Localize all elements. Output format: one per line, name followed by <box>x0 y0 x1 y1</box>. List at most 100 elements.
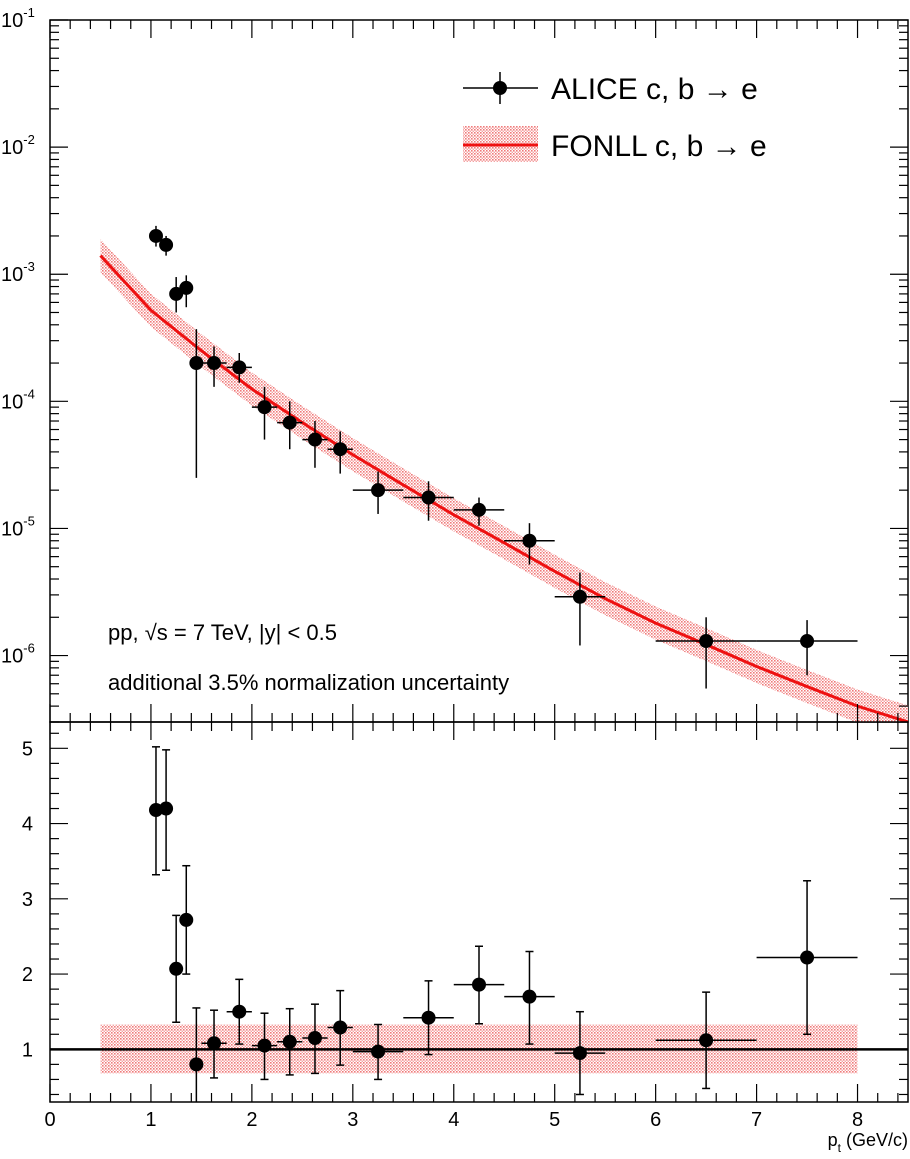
x-tick-label: 7 <box>751 1109 762 1131</box>
data-marker <box>179 912 194 927</box>
x-axis-label: pt (GeV/c) <box>828 1130 908 1154</box>
ratio-data-points <box>148 746 858 1102</box>
spectrum-data-point <box>251 386 278 440</box>
ratio-data-point <box>504 950 555 1045</box>
ratio-data-point <box>655 991 757 1090</box>
x-tick-label: 1 <box>145 1109 156 1131</box>
spectrum-data-point <box>554 572 606 646</box>
ratio-data-point <box>302 1003 328 1075</box>
legend-model-label: FONLL c, b → e <box>551 130 767 163</box>
data-marker <box>189 356 204 371</box>
legend-data-marker <box>463 72 538 104</box>
spectrum-plot-frame <box>49 19 909 723</box>
ratio-data-point <box>756 880 858 1036</box>
data-marker <box>421 490 436 505</box>
y-tick-label: 10-5 <box>1 513 35 540</box>
spectrum-data-point <box>201 346 227 387</box>
collision-system-label: pp, √s = 7 TeV, |y| < 0.5 <box>108 620 337 645</box>
ratio-data-point <box>277 1007 303 1076</box>
fonll-central-line <box>99 254 908 722</box>
x-tick-label: 8 <box>852 1109 863 1131</box>
ratio-data-point <box>453 945 505 1025</box>
ratio-data-point <box>169 914 184 1023</box>
data-marker <box>282 415 297 430</box>
spectrum-axes: 10-1 10-2 10-3 10-4 10-5 10-6 <box>1 5 908 723</box>
fonll-uncertainty-band <box>100 239 908 722</box>
ratio-data-point <box>159 749 174 871</box>
data-marker <box>800 950 815 965</box>
spectrum-data-point <box>756 620 858 676</box>
data-marker <box>148 228 163 243</box>
y-tick-label: 10-4 <box>1 386 35 413</box>
data-marker <box>169 961 184 976</box>
data-marker <box>307 432 322 447</box>
ratio-plot-frame <box>49 721 909 1103</box>
spectrum-data-point <box>403 481 454 521</box>
data-marker <box>189 1057 204 1072</box>
legend-model-marker <box>463 126 538 162</box>
data-marker <box>522 533 537 548</box>
ratio-axes: 1 2 3 4 5 0 1 2 3 4 5 6 7 8pt (GeV/c) <box>22 722 908 1155</box>
ratio-data-point <box>554 1010 606 1096</box>
spectrum-data-point <box>327 431 353 474</box>
x-tick-label: 5 <box>549 1109 560 1131</box>
data-marker <box>207 1036 222 1051</box>
data-marker <box>333 442 348 457</box>
ratio-data-point <box>403 980 454 1056</box>
data-marker <box>257 1038 272 1053</box>
data-marker <box>472 502 486 517</box>
alice-data-points <box>148 225 858 689</box>
data-marker <box>572 1046 587 1061</box>
data-marker <box>421 1010 436 1025</box>
spectrum-data-point <box>169 277 184 313</box>
data-marker <box>282 1034 297 1049</box>
spectrum-data-point <box>655 617 757 689</box>
fonll-band-area <box>100 239 908 722</box>
fonll-curve <box>99 254 908 722</box>
data-marker <box>472 977 486 992</box>
y-tick-label: 3 <box>22 889 33 911</box>
data-marker <box>371 483 386 498</box>
spectrum-data-point <box>159 235 174 256</box>
legend: ALICE c, b → e FONLL c, b → e <box>463 72 767 163</box>
data-marker <box>159 237 174 252</box>
spectrum-data-point <box>189 329 204 478</box>
data-marker <box>232 1004 247 1019</box>
x-tick-label: 0 <box>44 1109 55 1131</box>
spectrum-data-point <box>179 275 194 308</box>
spectrum-data-point <box>226 352 252 383</box>
data-marker <box>169 286 184 301</box>
spectrum-data-point <box>504 523 555 565</box>
spectrum-data-point <box>453 497 505 526</box>
data-marker <box>699 1033 714 1048</box>
y-tick-label: 2 <box>22 964 33 986</box>
legend-data-label: ALICE c, b → e <box>551 73 758 106</box>
y-tick-label: 10-2 <box>1 132 35 159</box>
data-marker <box>232 360 247 375</box>
data-marker <box>159 801 174 816</box>
ratio-data-point <box>201 1009 227 1079</box>
spectrum-data-point <box>302 421 328 468</box>
data-marker <box>800 634 815 649</box>
ratio-data-point <box>251 1012 278 1081</box>
spectrum-panel: 10-1 10-2 10-3 10-4 10-5 10-6 <box>1 5 909 723</box>
data-marker <box>207 356 222 371</box>
spectrum-data-point <box>148 225 163 247</box>
x-tick-label: 4 <box>448 1109 459 1131</box>
x-tick-label: 3 <box>347 1109 358 1131</box>
y-tick-label: 5 <box>22 738 33 760</box>
y-tick-label: 10-1 <box>1 5 35 32</box>
data-marker <box>572 589 587 604</box>
x-tick-label: 6 <box>650 1109 661 1131</box>
ratio-data-point <box>179 864 194 975</box>
x-tick-label: 2 <box>246 1109 257 1131</box>
y-tick-label: 10-3 <box>1 259 35 286</box>
normalization-note: additional 3.5% normalization uncertaint… <box>108 670 509 695</box>
ratio-data-point <box>352 1023 404 1081</box>
ratio-data-point <box>327 989 353 1066</box>
spectrum-data-point <box>277 401 303 450</box>
data-marker <box>333 1020 348 1035</box>
data-marker <box>699 634 714 649</box>
